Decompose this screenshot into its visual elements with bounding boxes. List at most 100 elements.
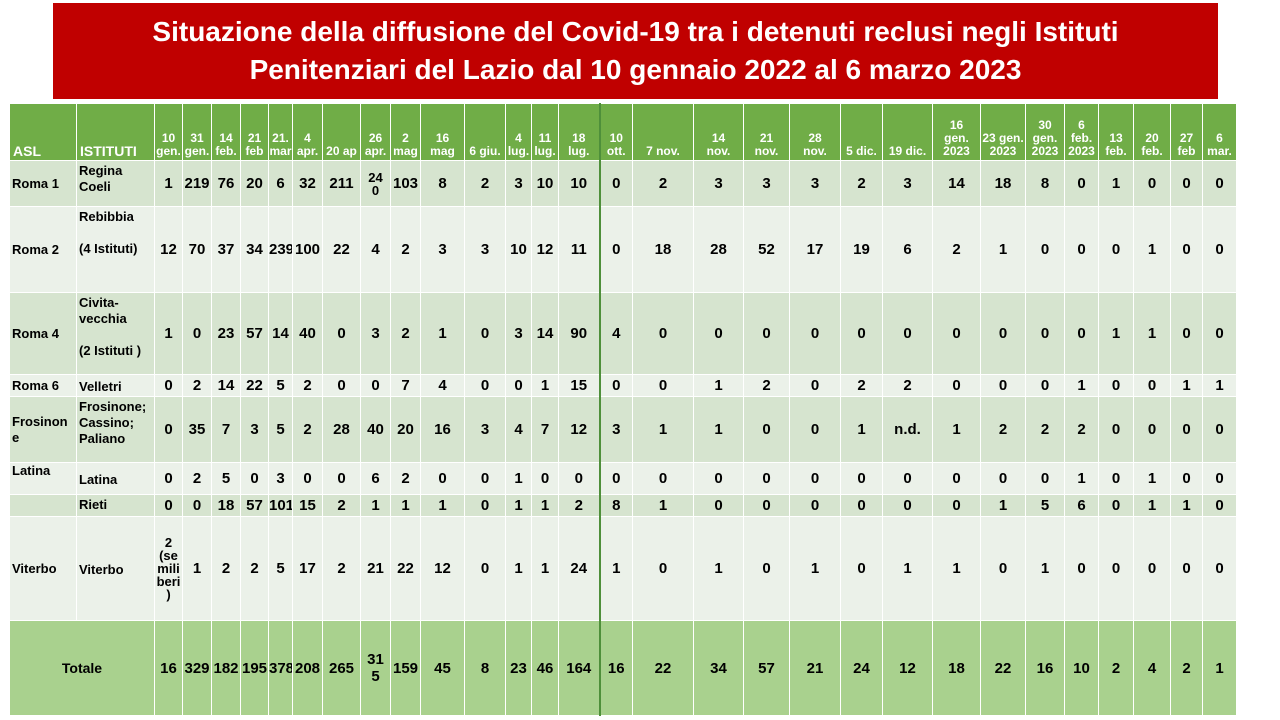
total-cell: 265 — [322, 620, 361, 716]
value-cell: 20 — [240, 160, 269, 207]
value-cell: 1 — [1133, 494, 1171, 517]
value-cell: 0 — [1133, 516, 1171, 621]
value-cell: 1 — [531, 516, 559, 621]
header-date-part: 21 — [247, 131, 262, 145]
header-date-12: 4 lug. — [505, 103, 532, 161]
total-cell: 182 — [211, 620, 241, 716]
value-cell: n.d. — [882, 396, 933, 463]
value-cell: 28 — [693, 206, 744, 293]
value-cell: 0 — [882, 494, 933, 517]
value-cell: 6 — [268, 160, 293, 207]
value-cell: 23 — [211, 292, 241, 375]
value-cell: 0 — [1202, 160, 1237, 207]
value-cell: 2 — [632, 160, 694, 207]
value-cell: 12 — [154, 206, 183, 293]
value-cell: 0 — [789, 292, 841, 375]
value-cell: 14 — [531, 292, 559, 375]
value-cell: 5 — [268, 516, 293, 621]
header-date-part: 27 feb — [1177, 131, 1196, 158]
value-cell: 0 — [464, 374, 506, 397]
value-cell: 3 — [789, 160, 841, 207]
header-date-part: 2023 — [1031, 144, 1059, 158]
table-row: Frosinon e Frosinone; Cassino; Paliano 0 35 7 3 5… — [9, 396, 1237, 463]
header-date-part: 5 dic. — [846, 144, 877, 158]
header-date-part: 30 — [1038, 118, 1052, 132]
value-cell: 35 — [182, 396, 212, 463]
value-cell: 1 — [632, 396, 694, 463]
total-cell: 16 — [154, 620, 183, 716]
value-cell: 0 — [1170, 292, 1203, 375]
value-cell: 0 — [693, 462, 744, 495]
header-date-part: 4 — [515, 131, 522, 145]
value-cell: 0 — [1098, 206, 1134, 293]
value-cell: 0 — [840, 462, 883, 495]
header-date-part: mag — [393, 144, 418, 158]
header-date-19: 28 nov. — [789, 103, 841, 161]
istituti-line: vecchia — [79, 311, 127, 326]
value-cell: 2 — [743, 374, 790, 397]
value-cell: 2 — [240, 516, 269, 621]
value-cell: 4 — [360, 206, 391, 293]
istituti-line: Rebibbia — [79, 209, 134, 224]
value-cell: 3 — [420, 206, 465, 293]
value-cell: 1 — [1025, 516, 1065, 621]
asl-cell: Roma 4 — [9, 292, 77, 375]
total-cell: 24 — [840, 620, 883, 716]
value-cell: 0 — [1098, 462, 1134, 495]
header-date-part: apr. — [364, 144, 387, 158]
value-cell: 1 — [1133, 292, 1171, 375]
header-date-18: 21 nov. — [743, 103, 790, 161]
value-cell: 22 — [390, 516, 421, 621]
value-cell: 5 — [268, 396, 293, 463]
value-cell: 0 — [1064, 516, 1099, 621]
header-date-part: nov. — [706, 144, 731, 158]
asl-cell: Frosinon e — [9, 396, 77, 463]
value-cell: 0 — [599, 160, 633, 207]
asl-cell: Roma 1 — [9, 160, 77, 207]
total-cell: 10 — [1064, 620, 1099, 716]
value-cell: 3 — [505, 160, 532, 207]
total-cell: 21 — [789, 620, 841, 716]
value-cell: 10 — [531, 160, 559, 207]
header-date-29: 6 mar. — [1202, 103, 1237, 161]
value-cell: 3 — [882, 160, 933, 207]
header-date-part: feb. — [1105, 144, 1127, 158]
header-date-part: apr. — [296, 144, 319, 158]
value-cell: 0 — [322, 374, 361, 397]
value-cell: 2 (se mili beri) — [154, 516, 183, 621]
value-cell: 1 — [980, 206, 1026, 293]
value-cell: 1 — [1064, 374, 1099, 397]
header-date-part: 10 — [161, 131, 176, 145]
value-cell: 1 — [420, 494, 465, 517]
header-date-part: 28 — [808, 131, 822, 145]
total-cell: 22 — [632, 620, 694, 716]
header-date-part: 13 — [1109, 131, 1123, 145]
value-cell: 0 — [1202, 462, 1237, 495]
total-cell: 195 — [240, 620, 269, 716]
istituti-cell: Civita-vecchia (2 Istituti ) — [76, 292, 155, 375]
header-date-9: 2 mag — [390, 103, 421, 161]
istituti-cell: Viterbo — [76, 516, 155, 621]
value-cell: 1 — [632, 494, 694, 517]
value-cell: 57 — [240, 494, 269, 517]
total-cell: 57 — [743, 620, 790, 716]
value-cell: 0 — [420, 462, 465, 495]
value-cell: 2 — [1064, 396, 1099, 463]
value-cell: 0 — [599, 206, 633, 293]
istituti-cell: Rieti — [76, 494, 155, 517]
value-cell: 0 — [182, 494, 212, 517]
header-date-part: 19 dic. — [888, 144, 927, 158]
header-date-part: 4 — [304, 131, 311, 145]
value-cell: 0 — [558, 462, 601, 495]
header-date-part: 21 — [759, 131, 774, 145]
total-cell: 45 — [420, 620, 465, 716]
value-cell: 0 — [980, 462, 1026, 495]
table-row: Roma 1 Regina Coeli 1 219 76 20 6 32 211 24 0 103 8 2 3… — [9, 160, 1237, 207]
value-cell: 3 — [360, 292, 391, 375]
header-date-part: ott. — [606, 144, 626, 158]
value-cell: 17 — [292, 516, 323, 621]
value-cell: 1 — [932, 396, 981, 463]
value-cell: 211 — [322, 160, 361, 207]
istituti-line: Cassino; — [79, 415, 134, 430]
header-date-11: 6 giu. — [464, 103, 506, 161]
